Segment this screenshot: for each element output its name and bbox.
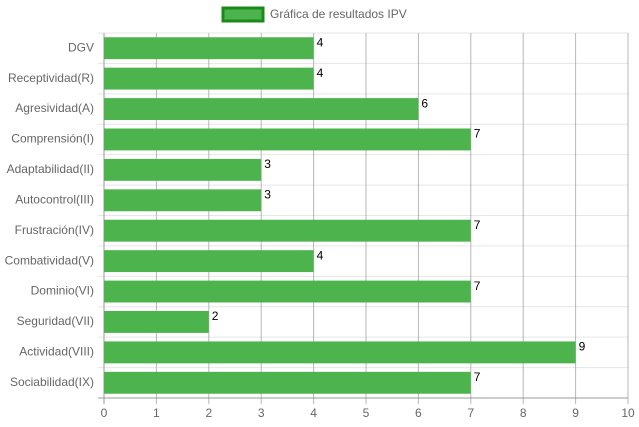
y-tick-label: Receptividad(R) — [8, 71, 94, 85]
bar — [104, 311, 209, 333]
bar — [104, 280, 471, 303]
x-tick-label: 9 — [572, 406, 579, 420]
data-label: 4 — [317, 248, 324, 262]
bar — [104, 67, 314, 90]
data-label: 6 — [421, 96, 428, 110]
x-tick-label: 7 — [467, 406, 474, 420]
bar — [104, 189, 262, 212]
x-tick-label: 2 — [205, 406, 212, 420]
y-tick-label: Dominio(VI) — [31, 284, 94, 298]
data-label: 3 — [264, 157, 271, 171]
x-tick-label: 3 — [258, 406, 265, 420]
x-tick-label: 8 — [520, 406, 527, 420]
x-tick-label: 0 — [101, 406, 108, 420]
y-tick-label: DGV — [68, 40, 94, 54]
y-tick-label: Seguridad(VII) — [17, 314, 94, 328]
legend-swatch — [221, 6, 265, 23]
bar — [104, 341, 576, 364]
y-tick-label: Actividad(VIII) — [19, 345, 94, 359]
x-tick-label: 1 — [153, 406, 160, 420]
y-tick-label: Combatividad(V) — [5, 253, 94, 267]
legend-label: Gráfica de resultados IPV — [270, 7, 407, 21]
bar — [104, 158, 262, 181]
data-label: 9 — [579, 340, 586, 354]
x-tick-label: 6 — [415, 406, 422, 420]
data-label: 7 — [474, 127, 481, 141]
data-label: 4 — [317, 35, 324, 49]
data-label: 7 — [474, 218, 481, 232]
bar — [104, 219, 471, 242]
bar — [104, 98, 419, 120]
y-tick-label: Agresividad(A) — [15, 101, 94, 115]
y-tick-label: Comprensión(I) — [11, 132, 94, 146]
data-label: 7 — [474, 370, 481, 384]
bar — [104, 250, 314, 273]
x-tick-label: 4 — [310, 406, 317, 420]
data-label: 4 — [317, 66, 324, 80]
data-label: 7 — [474, 279, 481, 293]
bar — [104, 371, 471, 394]
bar — [104, 128, 471, 151]
y-tick-label: Autocontrol(III) — [15, 192, 94, 206]
y-tick-label: Sociabilidad(IX) — [10, 375, 94, 389]
bar — [104, 37, 314, 60]
x-tick-label: 10 — [621, 406, 635, 420]
y-tick-label: Frustración(IV) — [15, 223, 94, 237]
x-tick-label: 5 — [363, 406, 370, 420]
y-tick-label: Adaptabilidad(II) — [7, 162, 94, 176]
data-label: 2 — [212, 309, 219, 323]
data-label: 3 — [264, 188, 271, 202]
